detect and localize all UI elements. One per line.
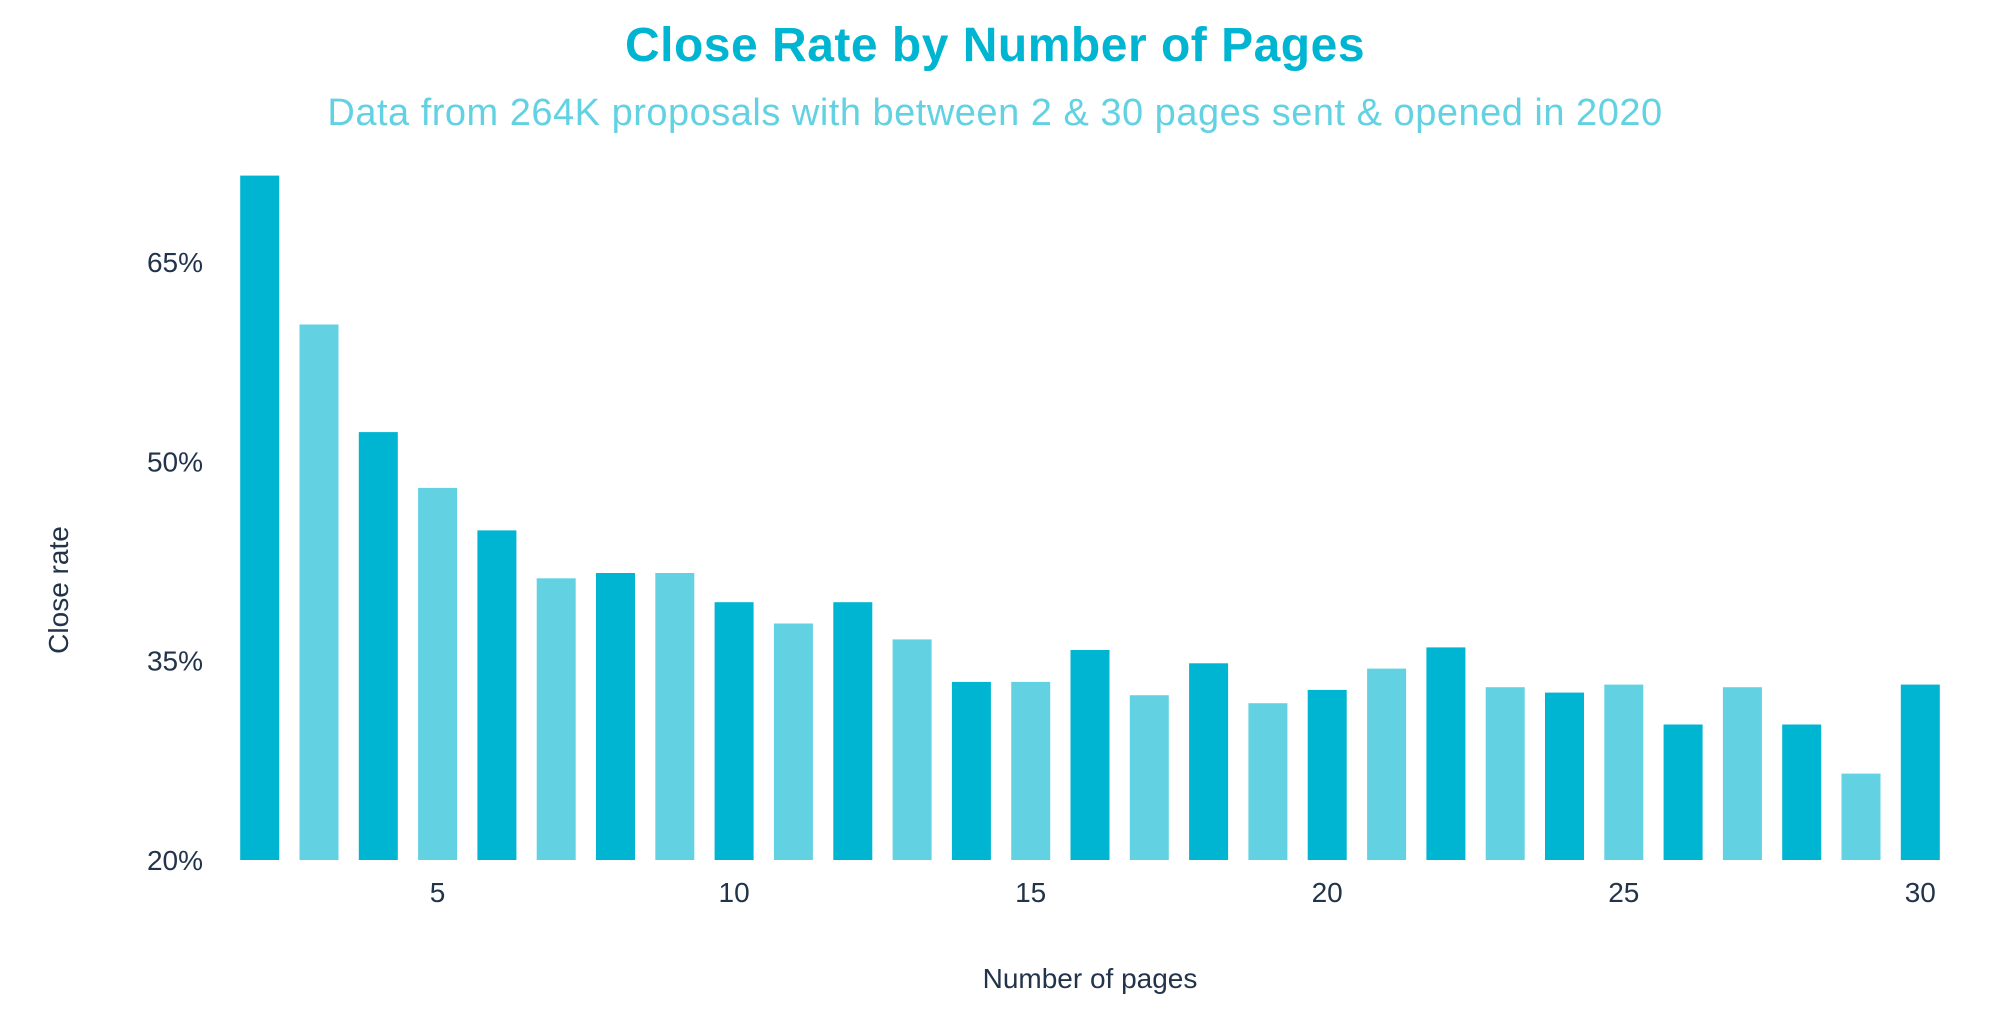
- x-tick-label: 10: [719, 877, 750, 908]
- bar-pages-19: [1248, 703, 1288, 860]
- bars-group: [240, 175, 1940, 861]
- bar-pages-5: [418, 487, 458, 860]
- bar-pages-22: [1426, 647, 1466, 860]
- y-tick-label: 50%: [147, 446, 203, 477]
- x-tick-label: 25: [1608, 877, 1639, 908]
- bar-pages-27: [1722, 687, 1762, 860]
- bar-pages-26: [1663, 724, 1703, 860]
- bar-pages-14: [951, 681, 991, 860]
- bar-pages-17: [1129, 695, 1169, 860]
- bar-pages-4: [358, 432, 398, 860]
- bar-pages-13: [892, 639, 932, 860]
- x-tick-label: 15: [1015, 877, 1046, 908]
- y-tick-label: 65%: [147, 247, 203, 278]
- y-tick-label: 35%: [147, 646, 203, 677]
- bar-pages-24: [1545, 692, 1584, 860]
- bar-pages-23: [1485, 687, 1525, 860]
- bar-pages-20: [1307, 689, 1347, 860]
- bar-pages-29: [1841, 773, 1881, 860]
- bar-pages-6: [477, 530, 517, 860]
- bar-pages-2: [240, 175, 280, 861]
- y-tick-label: 20%: [147, 845, 203, 876]
- bar-pages-10: [714, 602, 754, 860]
- bar-pages-9: [655, 573, 695, 860]
- bar-pages-21: [1367, 668, 1407, 860]
- bar-pages-28: [1782, 724, 1822, 860]
- chart-title: Close Rate by Number of Pages: [624, 19, 1366, 72]
- chart-subtitle: Data from 264K proposals with between 2 …: [327, 92, 1663, 134]
- bar-pages-30: [1900, 684, 1940, 860]
- bar-pages-18: [1189, 663, 1229, 860]
- x-tick-label: 5: [430, 877, 446, 908]
- bar-pages-12: [833, 602, 873, 860]
- bar-pages-11: [773, 623, 813, 860]
- bar-pages-15: [1011, 681, 1051, 860]
- x-tick-label: 30: [1905, 877, 1936, 908]
- bar-pages-25: [1604, 684, 1644, 860]
- bar-pages-8: [596, 573, 635, 860]
- x-tick-label: 20: [1312, 877, 1343, 908]
- bar-pages-7: [536, 578, 576, 860]
- x-axis-ticks: 5 10 15 20 25 30: [430, 877, 1936, 908]
- bar-pages-16: [1070, 650, 1110, 860]
- y-axis-label: Close rate: [43, 526, 74, 654]
- x-axis-label: Number of pages: [983, 963, 1198, 994]
- y-axis-ticks: 20% 35% 50% 65%: [147, 247, 203, 876]
- bar-pages-3: [299, 324, 339, 860]
